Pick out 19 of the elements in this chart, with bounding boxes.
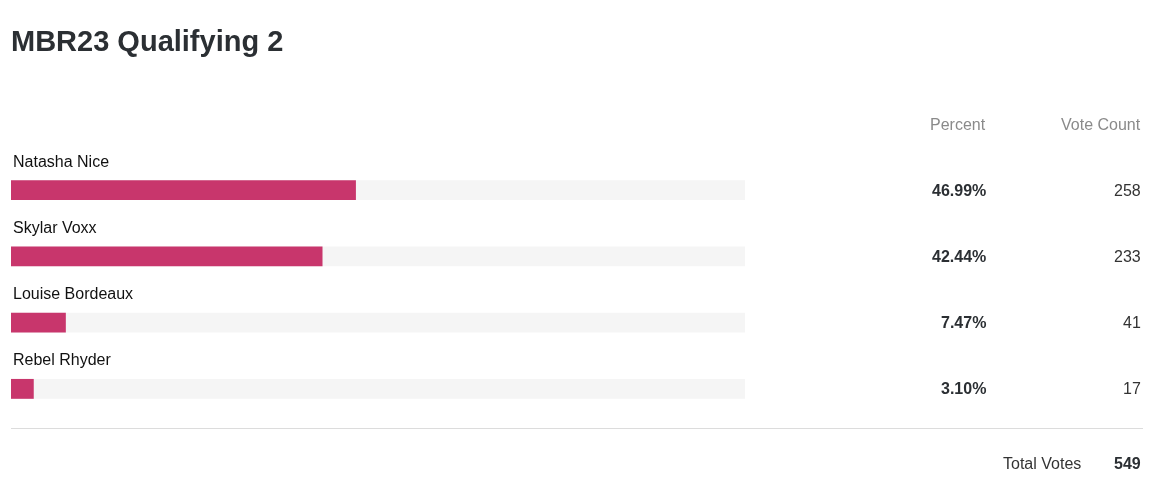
y-tick-label: Skylar Voxx bbox=[13, 219, 97, 236]
text: 41 bbox=[1123, 314, 1141, 331]
chart-title: MBR23 Qualifying 2 bbox=[11, 25, 284, 58]
y-tick-label: Natasha Nice bbox=[13, 153, 110, 170]
data-label: 42.44% bbox=[932, 248, 987, 265]
text: 233 bbox=[1114, 248, 1141, 265]
text: Total Votes bbox=[1003, 455, 1082, 472]
data-label: 3.10% bbox=[941, 380, 987, 397]
text: 258 bbox=[1114, 182, 1141, 199]
text: 17 bbox=[1123, 380, 1141, 397]
y-tick-label: Louise Bordeaux bbox=[13, 285, 134, 302]
data-label: 7.47% bbox=[941, 314, 987, 331]
text: Vote Count bbox=[1061, 116, 1141, 133]
bar bbox=[11, 378, 34, 399]
data-label: 46.99% bbox=[932, 182, 987, 199]
text: 549 bbox=[1114, 455, 1141, 472]
y-tick-label: Rebel Rhyder bbox=[13, 351, 112, 368]
text: Percent bbox=[930, 116, 986, 133]
bar bbox=[11, 312, 66, 333]
